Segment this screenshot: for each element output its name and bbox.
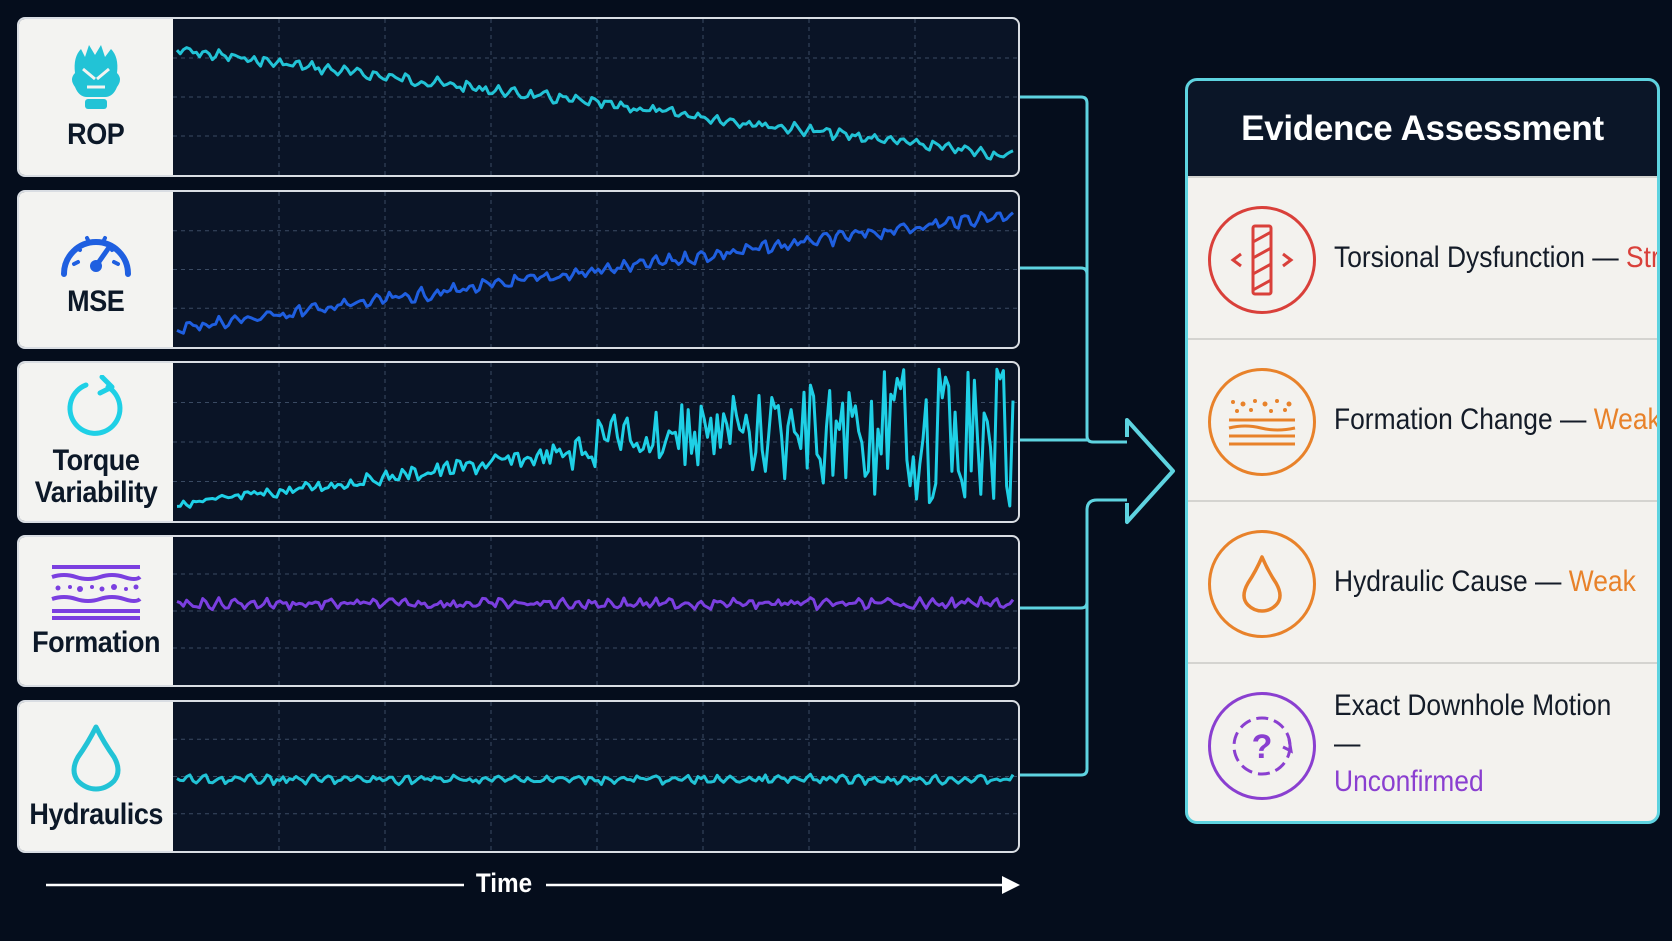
rop-track: ROP xyxy=(17,17,1020,177)
rop-plot xyxy=(173,19,1018,175)
signal-trace xyxy=(176,595,1015,612)
big-arrow-icon xyxy=(1125,418,1175,524)
droplet-icon xyxy=(1208,530,1316,638)
time-axis-label: Time xyxy=(475,868,533,898)
mse-label-box: MSE xyxy=(19,192,173,347)
torque-label: Torque Variability xyxy=(34,444,158,509)
mse-label: MSE xyxy=(67,284,125,318)
hydraulics-label-box: Hydraulics xyxy=(19,702,173,851)
assessment-label: Exact Downhole Motion — xyxy=(1334,689,1612,760)
rating-strong: Strong xyxy=(1625,241,1660,274)
rotation-icon xyxy=(67,375,123,436)
assessment-item-downhole-motion: ? Exact Downhole Motion — Unconfirmed xyxy=(1188,662,1657,821)
rating-weak: Weak xyxy=(1568,565,1636,598)
assessment-item-formation: Formation Change — Weak xyxy=(1188,338,1657,500)
svg-text:?: ? xyxy=(1252,728,1273,766)
drill-bit-icon xyxy=(72,45,120,109)
rop-label: ROP xyxy=(67,118,125,151)
mse-plot xyxy=(173,192,1018,347)
rock-layers-icon xyxy=(1208,368,1316,476)
panel-title: Evidence Assessment xyxy=(1188,81,1657,176)
hydraulics-track: Hydraulics xyxy=(17,700,1020,853)
signal-trace xyxy=(176,367,1015,509)
hydraulics-plot xyxy=(173,702,1018,851)
assessment-label: Torsional Dysfunction — xyxy=(1334,241,1619,274)
formation-track: Formation xyxy=(17,535,1020,687)
formation-label-box: Formation xyxy=(19,537,173,685)
assessment-label: Formation Change — xyxy=(1334,403,1587,436)
signal-trace xyxy=(175,46,1014,161)
mse-track: MSE xyxy=(17,190,1020,349)
rop-label-box: ROP xyxy=(19,19,173,175)
droplet-icon xyxy=(71,724,121,791)
torsion-icon xyxy=(1208,206,1316,314)
assessment-item-torsional: Torsional Dysfunction — Strong xyxy=(1188,176,1657,338)
assessment-item-hydraulic: Hydraulic Cause — Weak xyxy=(1188,500,1657,662)
hydraulics-label: Hydraulics xyxy=(29,797,163,831)
torque-plot xyxy=(173,363,1018,521)
evidence-assessment-panel: Evidence Assessment Torsional Dysfunctio… xyxy=(1185,78,1660,824)
rating-weak: Weak xyxy=(1593,403,1660,436)
rock-layers-icon xyxy=(51,565,142,620)
torque-label-box: Torque Variability xyxy=(19,363,173,521)
time-axis xyxy=(46,876,1020,894)
question-icon: ? xyxy=(1208,692,1316,800)
formation-plot xyxy=(173,537,1018,685)
rating-unconfirmed: Unconfirmed xyxy=(1334,765,1484,798)
connector-lines xyxy=(1020,95,1175,777)
gauge-icon xyxy=(61,235,131,277)
signal-trace xyxy=(176,772,1015,787)
arrow-head-icon xyxy=(1002,876,1020,894)
formation-label: Formation xyxy=(32,626,160,659)
signal-trace xyxy=(176,210,1014,335)
torque-track: Torque Variability xyxy=(17,361,1020,523)
assessment-label: Hydraulic Cause — xyxy=(1334,565,1562,598)
